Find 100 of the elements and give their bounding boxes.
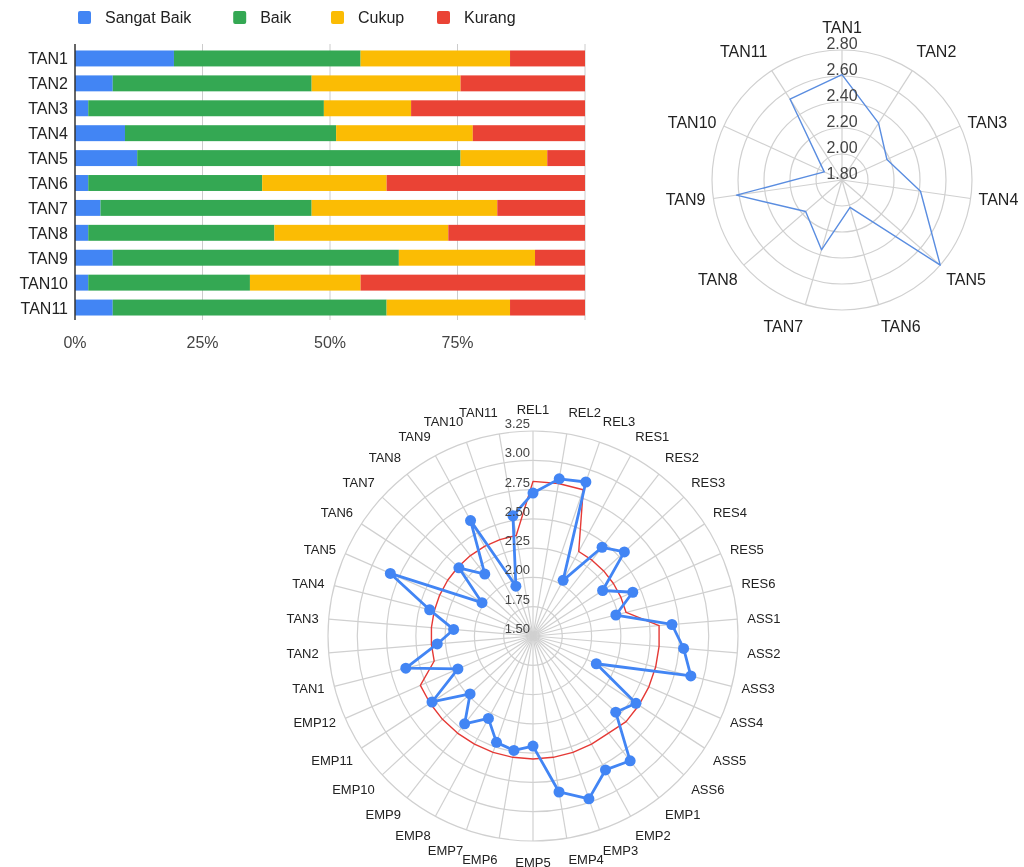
spoke-label: TAN3 bbox=[286, 610, 319, 626]
y-tick-label: TAN7 bbox=[28, 199, 69, 217]
legend-label: Sangat Baik bbox=[105, 9, 193, 26]
bar bbox=[88, 224, 275, 241]
y-tick-label: 3.25 bbox=[504, 416, 530, 431]
y-tick-label: TAN4 bbox=[28, 125, 69, 143]
bar bbox=[411, 100, 585, 117]
y-tick-label: TAN11 bbox=[20, 299, 69, 317]
bar bbox=[274, 224, 449, 241]
y-tick-label: 2.60 bbox=[826, 61, 858, 78]
y-tick-label: 3.00 bbox=[504, 445, 530, 461]
y-tick-label: 1.75 bbox=[504, 591, 530, 607]
spoke-label: EMP7 bbox=[427, 842, 464, 858]
bar bbox=[472, 125, 585, 142]
bar bbox=[88, 175, 263, 191]
spoke-label: REL2 bbox=[568, 404, 601, 420]
bar bbox=[311, 75, 461, 92]
bar bbox=[75, 299, 113, 316]
y-tick-label: TAN9 bbox=[28, 249, 69, 267]
y-tick-label: TAN3 bbox=[28, 100, 69, 118]
spoke-label: ASS2 bbox=[747, 646, 781, 662]
spoke-label: EMP8 bbox=[395, 827, 431, 843]
spoke-label: TAN11 bbox=[719, 43, 768, 61]
y-tick-label: 2.20 bbox=[826, 113, 858, 130]
x-tick-label: 50% bbox=[313, 334, 347, 351]
bar bbox=[75, 125, 125, 142]
spoke-label: RES6 bbox=[741, 575, 776, 591]
spoke-label: TAN5 bbox=[303, 542, 337, 558]
x-tick-label: 75% bbox=[441, 334, 474, 351]
bar bbox=[75, 199, 101, 216]
y-tick-label: 2.00 bbox=[826, 139, 858, 156]
spoke-label: EMP5 bbox=[515, 855, 551, 867]
spoke-label: TAN7 bbox=[342, 475, 375, 491]
bar bbox=[75, 50, 174, 67]
spoke-label: RES5 bbox=[729, 542, 764, 558]
bar bbox=[510, 50, 585, 67]
bar bbox=[547, 150, 585, 167]
bar bbox=[137, 150, 461, 167]
bar bbox=[262, 175, 387, 191]
spoke-label: ASS3 bbox=[741, 681, 775, 697]
bar bbox=[124, 125, 337, 142]
spoke-label: EMP3 bbox=[602, 842, 639, 858]
spoke-label: TAN1 bbox=[292, 681, 325, 697]
y-tick-label: 1.80 bbox=[826, 165, 858, 182]
bar bbox=[386, 299, 511, 316]
bar bbox=[112, 299, 387, 316]
y-tick-label: 2.80 bbox=[826, 35, 858, 52]
bar bbox=[75, 224, 89, 241]
bar bbox=[112, 249, 399, 266]
spoke-label: TAN8 bbox=[697, 271, 738, 289]
y-tick-label: 2.40 bbox=[826, 87, 858, 104]
bar bbox=[497, 199, 585, 216]
bar bbox=[311, 199, 498, 216]
spoke-label: RES1 bbox=[635, 429, 670, 445]
bar bbox=[100, 199, 312, 216]
bar bbox=[323, 100, 412, 117]
y-tick-label: TAN8 bbox=[28, 224, 69, 242]
spoke-label: EMP1 bbox=[665, 807, 701, 823]
spoke-label: EMP12 bbox=[293, 714, 337, 730]
spoke-label: RES3 bbox=[691, 475, 726, 491]
bar bbox=[360, 50, 511, 67]
bar bbox=[112, 75, 312, 92]
spoke-label: TAN3 bbox=[967, 114, 1008, 132]
bar bbox=[460, 150, 548, 167]
spoke-label: EMP9 bbox=[365, 807, 401, 823]
spoke-label: EMP11 bbox=[311, 752, 354, 768]
spoke-label: TAN6 bbox=[320, 504, 354, 520]
bar bbox=[88, 100, 324, 117]
spoke-label: TAN10 bbox=[667, 114, 717, 132]
bar bbox=[75, 249, 113, 266]
bar bbox=[336, 125, 473, 142]
bar bbox=[75, 100, 89, 117]
x-tick-label: 25% bbox=[186, 334, 219, 351]
bar bbox=[75, 175, 89, 191]
bar bbox=[75, 150, 138, 167]
spoke-label: TAN9 bbox=[665, 191, 706, 209]
legend-label: Baik bbox=[260, 9, 293, 26]
spoke-label: REL3 bbox=[602, 414, 636, 430]
y-tick-label: TAN1 bbox=[28, 50, 69, 68]
spoke-label: ASS1 bbox=[747, 610, 781, 626]
spoke-label: TAN4 bbox=[292, 575, 325, 591]
spoke-label: REL1 bbox=[516, 401, 550, 417]
spoke-label: TAN6 bbox=[880, 317, 921, 335]
spoke-label: EMP2 bbox=[635, 827, 671, 843]
bar bbox=[360, 274, 585, 291]
y-tick-label: TAN5 bbox=[28, 150, 69, 168]
spoke-label: RES2 bbox=[665, 449, 700, 465]
bar bbox=[386, 175, 585, 191]
bar bbox=[88, 274, 250, 291]
x-tick-label: 0% bbox=[63, 334, 87, 351]
spoke-label: RES4 bbox=[712, 504, 747, 520]
bar bbox=[249, 274, 361, 291]
bar bbox=[173, 50, 361, 67]
spoke-label: ASS4 bbox=[729, 714, 764, 730]
y-tick-label: TAN6 bbox=[28, 175, 69, 192]
y-tick-label: TAN10 bbox=[19, 274, 69, 292]
spoke-label: EMP10 bbox=[332, 782, 375, 798]
spoke-label: TAN7 bbox=[763, 317, 804, 335]
bar bbox=[75, 75, 113, 92]
bar bbox=[460, 75, 585, 92]
